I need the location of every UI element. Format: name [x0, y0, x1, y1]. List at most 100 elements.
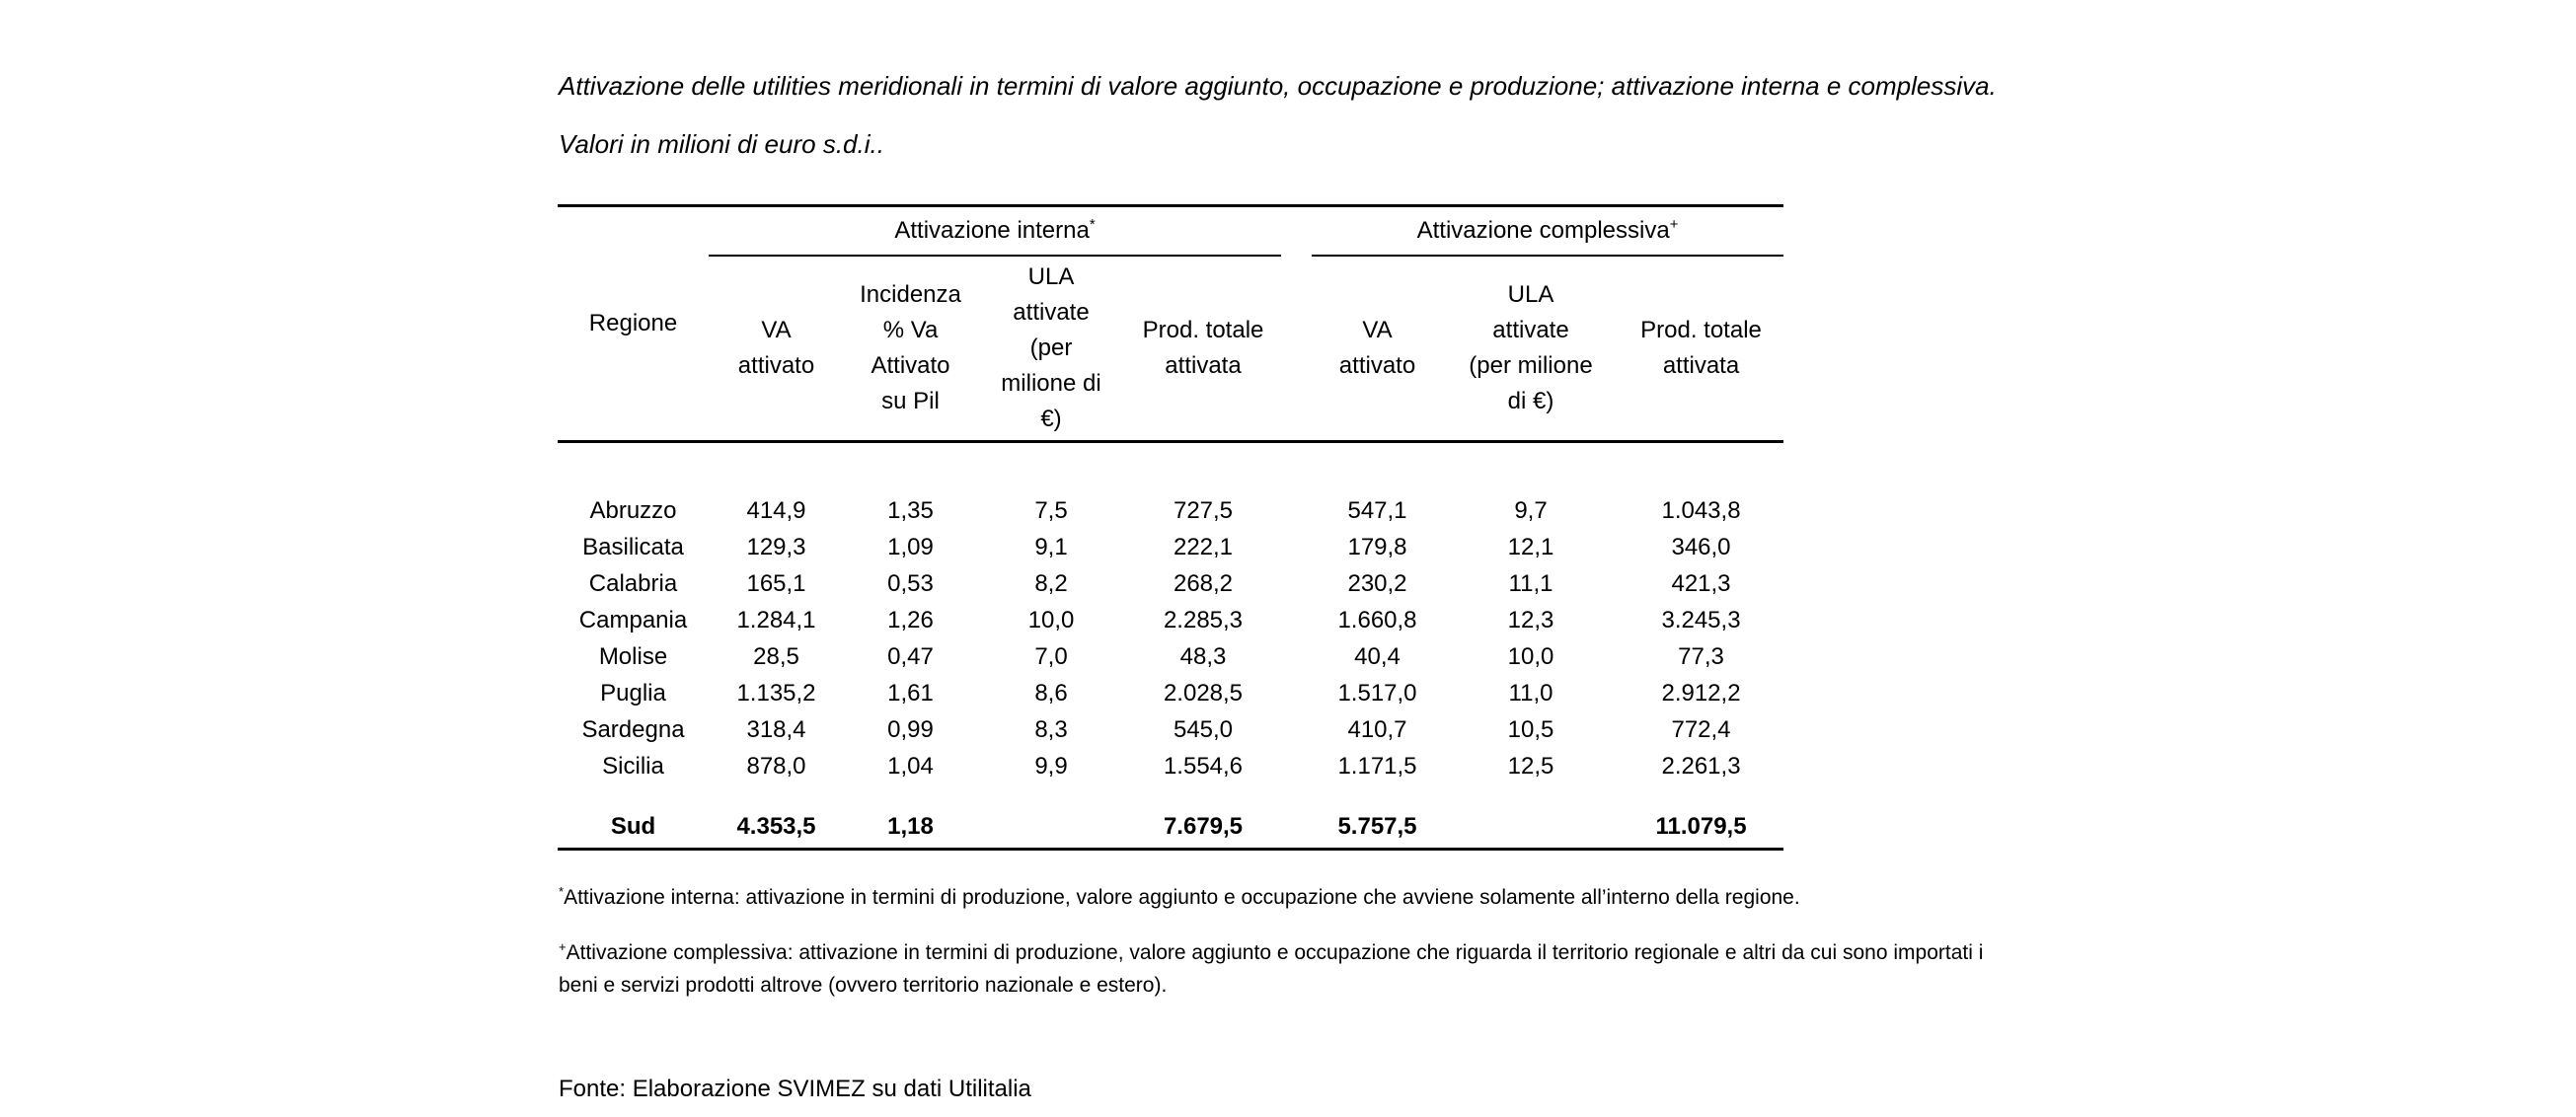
table-row: Sicilia 878,0 1,04 9,9 1.554,6 1.171,5 1…: [558, 748, 1783, 784]
region-cell: Basilicata: [582, 533, 684, 560]
value-cell: 1,18: [844, 806, 977, 851]
gap-cell: [1281, 565, 1312, 602]
column-header-incidenza: Incidenza% Va Attivato su Pil: [844, 256, 977, 443]
table-row: Calabria 165,1 0,53 8,2 268,2 230,2 11,1…: [558, 565, 1783, 602]
value-cell: 4.353,5: [709, 806, 844, 851]
value-cell: 318,4: [746, 715, 806, 743]
group-header-attivazione-complessiva: Attivazione complessiva+: [1312, 204, 1784, 257]
column-header-regione: Regione: [558, 204, 709, 443]
value-cell: 222,1: [1173, 533, 1234, 560]
value-cell: 1,09: [887, 533, 934, 560]
value-cell: 410,7: [1347, 715, 1407, 743]
gap-cell: [1281, 675, 1312, 711]
value-cell: 2.912,2: [1661, 679, 1741, 707]
gap-cell: [1281, 529, 1312, 565]
group-header-attivazione-interna: Attivazione interna*: [709, 204, 1281, 257]
value-cell: 8,3: [1034, 715, 1068, 743]
region-cell: Molise: [598, 642, 668, 670]
value-cell: 1,35: [887, 496, 934, 524]
table-row: Sardegna 318,4 0,99 8,3 545,0 410,7 10,5…: [558, 711, 1783, 748]
source-line: Fonte: Elaborazione SVIMEZ su dati Utili…: [559, 1076, 1031, 1102]
value-cell: 12,5: [1507, 752, 1554, 780]
value-cell: 77,3: [1678, 642, 1724, 670]
value-cell: 0,47: [887, 642, 934, 670]
value-cell: 1,26: [887, 606, 934, 633]
value-cell: 40,4: [1354, 642, 1401, 670]
gap-cell: [1281, 748, 1312, 784]
value-cell: 10,0: [1027, 606, 1075, 633]
group-label: Attivazione interna: [894, 217, 1090, 244]
value-cell: 11.079,5: [1619, 806, 1784, 851]
footnote-text: Attivazione interna: attivazione in term…: [564, 886, 1800, 909]
column-header-va-attivato-complessiva: VA attivato: [1312, 256, 1443, 443]
value-cell: 1,04: [887, 752, 934, 780]
value-cell: 7,0: [1034, 642, 1068, 670]
value-cell: 1.284,1: [736, 606, 816, 633]
region-cell: Sicilia: [602, 752, 664, 780]
value-cell: 1.660,8: [1337, 606, 1417, 633]
gap-cell: [1281, 602, 1312, 638]
value-cell: 772,4: [1671, 715, 1731, 743]
value-cell: 179,8: [1347, 533, 1407, 560]
spacer-row: [558, 784, 1783, 806]
value-cell: 1.171,5: [1337, 752, 1417, 780]
column-header-ula-attivate-complessiva: ULA attivate (per milione di €): [1443, 256, 1619, 443]
group-header-row: Regione Attivazione interna* Attivazione…: [558, 204, 1784, 443]
column-header-row: VA attivato Incidenza% Va Attivato su Pil U…: [558, 256, 1784, 443]
value-cell: 11,0: [1508, 679, 1553, 707]
value-cell: [1443, 806, 1619, 851]
value-cell: 165,1: [746, 569, 806, 597]
gap-cell: [1281, 638, 1312, 675]
value-cell: 545,0: [1173, 715, 1234, 743]
footnote-attivazione-interna: *Attivazione interna: attivazione in ter…: [559, 881, 1800, 914]
footnote-text-line2: beni e servizi prodotti altrove (ovvero …: [559, 974, 1168, 997]
value-cell: 230,2: [1347, 569, 1407, 597]
region-cell: Campania: [578, 606, 688, 633]
table-body: Abruzzo 414,9 1,35 7,5 727,5 547,1 9,7 1…: [558, 442, 1784, 851]
value-cell: 8,2: [1034, 569, 1068, 597]
value-cell: 5.757,5: [1312, 806, 1443, 851]
spacer-row: [558, 442, 1783, 493]
value-cell: 547,1: [1347, 496, 1407, 524]
value-cell: 0,53: [887, 569, 934, 597]
value-cell: 9,9: [1034, 752, 1068, 780]
group-gap-cell: [1281, 204, 1312, 256]
value-cell: 48,3: [1179, 642, 1227, 670]
region-cell: Sardegna: [581, 715, 685, 743]
value-cell: 1.135,2: [736, 679, 816, 707]
table-row: Sud 4.353,5 1,18 7.679,5 5.757,5 11.079,…: [558, 806, 1784, 851]
header-gap-cell: [1281, 256, 1312, 443]
value-cell: 28,5: [753, 642, 799, 670]
value-cell: 7.679,5: [1125, 806, 1281, 851]
gap-cell: [1281, 711, 1312, 748]
column-header-va-attivato-interna: VA attivato: [709, 256, 844, 443]
value-cell: 7,5: [1034, 496, 1068, 524]
table-row: Campania 1.284,1 1,26 10,0 2.285,3 1.660…: [558, 602, 1783, 638]
value-cell: 1,61: [887, 679, 934, 707]
column-header-prod-totale-interna: Prod. totale attivata: [1125, 256, 1281, 443]
table-subtitle: Valori in milioni di euro s.d.i..: [559, 129, 884, 159]
value-cell: 1.554,6: [1163, 752, 1244, 780]
gap-cell: [1281, 492, 1312, 529]
statistics-table: Regione Attivazione interna* Attivazione…: [558, 204, 1784, 851]
region-cell: Abruzzo: [589, 496, 677, 524]
value-cell: 10,5: [1507, 715, 1554, 743]
asterisk-marker: *: [1089, 217, 1096, 233]
value-cell: [977, 806, 1125, 851]
column-header-prod-totale-complessiva: Prod. totale attivata: [1619, 256, 1784, 443]
value-cell: 2.285,3: [1163, 606, 1244, 633]
value-cell: 1.043,8: [1661, 496, 1741, 524]
value-cell: 727,5: [1173, 496, 1234, 524]
group-label: Attivazione complessiva: [1416, 217, 1670, 244]
value-cell: 2.261,3: [1661, 752, 1741, 780]
value-cell: 414,9: [746, 496, 806, 524]
value-cell: 12,3: [1507, 606, 1554, 633]
value-cell: 11,1: [1508, 569, 1553, 597]
value-cell: 1.517,0: [1337, 679, 1417, 707]
value-cell: 268,2: [1173, 569, 1234, 597]
value-cell: 3.245,3: [1661, 606, 1741, 633]
value-cell: 129,3: [746, 533, 806, 560]
asterisk-marker: *: [559, 884, 565, 899]
plus-marker: +: [1669, 217, 1679, 233]
